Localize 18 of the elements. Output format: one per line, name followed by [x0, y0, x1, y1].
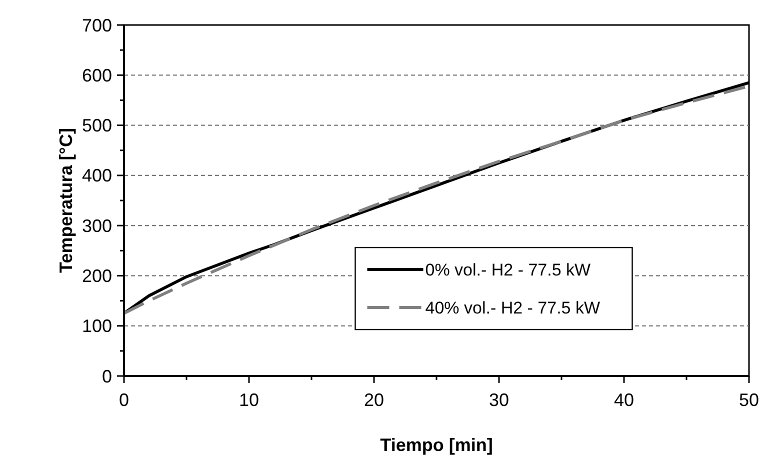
y-tick-label: 500 [82, 116, 112, 136]
x-tick-label: 30 [488, 390, 510, 410]
y-tick-label: 0 [102, 366, 112, 386]
x-tick-label: 50 [738, 390, 760, 410]
x-tick-label: 40 [614, 390, 634, 410]
y-tick-label: 400 [82, 166, 112, 186]
y-axis-title: Temperatura [°C] [56, 128, 76, 273]
x-axis-title: Tiempo [min] [380, 435, 493, 455]
legend-label: 40% vol.- H2 - 77.5 kW [425, 298, 600, 318]
x-tick-label: 20 [364, 390, 384, 410]
legend-label: 0% vol.- H2 - 77.5 kW [425, 260, 591, 280]
y-tick-label: 100 [82, 316, 112, 336]
y-tick-label: 200 [82, 266, 112, 286]
x-tick-label: 0 [118, 390, 130, 410]
y-tick-label: 300 [82, 216, 112, 236]
y-tick-label: 600 [82, 65, 112, 86]
x-tick-label: 10 [238, 390, 260, 410]
y-tick-label: 700 [82, 15, 112, 36]
